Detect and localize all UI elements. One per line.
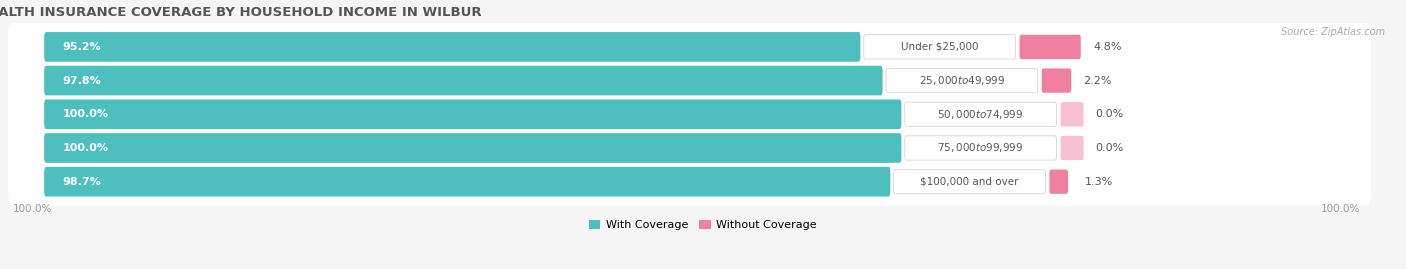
FancyBboxPatch shape bbox=[894, 169, 1046, 194]
FancyBboxPatch shape bbox=[44, 66, 883, 95]
FancyBboxPatch shape bbox=[8, 90, 1371, 138]
Text: $50,000 to $74,999: $50,000 to $74,999 bbox=[938, 108, 1024, 121]
Text: 0.0%: 0.0% bbox=[1095, 143, 1123, 153]
FancyBboxPatch shape bbox=[905, 102, 1056, 126]
FancyBboxPatch shape bbox=[1060, 102, 1084, 126]
Text: Under $25,000: Under $25,000 bbox=[901, 42, 979, 52]
FancyBboxPatch shape bbox=[44, 167, 890, 197]
Text: Source: ZipAtlas.com: Source: ZipAtlas.com bbox=[1281, 27, 1385, 37]
Text: 100.0%: 100.0% bbox=[62, 143, 108, 153]
FancyBboxPatch shape bbox=[1042, 68, 1071, 93]
Text: 100.0%: 100.0% bbox=[13, 204, 52, 214]
FancyBboxPatch shape bbox=[44, 100, 901, 129]
FancyBboxPatch shape bbox=[1049, 169, 1069, 194]
FancyBboxPatch shape bbox=[1060, 136, 1084, 160]
Text: 0.0%: 0.0% bbox=[1095, 109, 1123, 119]
Text: 100.0%: 100.0% bbox=[1320, 204, 1360, 214]
Text: 98.7%: 98.7% bbox=[62, 177, 101, 187]
Text: 95.2%: 95.2% bbox=[62, 42, 101, 52]
FancyBboxPatch shape bbox=[1019, 35, 1081, 59]
FancyBboxPatch shape bbox=[8, 57, 1371, 105]
FancyBboxPatch shape bbox=[8, 158, 1371, 206]
Text: $100,000 and over: $100,000 and over bbox=[921, 177, 1019, 187]
Text: 2.2%: 2.2% bbox=[1084, 76, 1112, 86]
Text: HEALTH INSURANCE COVERAGE BY HOUSEHOLD INCOME IN WILBUR: HEALTH INSURANCE COVERAGE BY HOUSEHOLD I… bbox=[0, 6, 481, 19]
FancyBboxPatch shape bbox=[905, 136, 1056, 160]
FancyBboxPatch shape bbox=[44, 133, 901, 163]
FancyBboxPatch shape bbox=[886, 68, 1038, 93]
FancyBboxPatch shape bbox=[863, 35, 1015, 59]
Text: $75,000 to $99,999: $75,000 to $99,999 bbox=[938, 141, 1024, 154]
Legend: With Coverage, Without Coverage: With Coverage, Without Coverage bbox=[585, 215, 821, 235]
FancyBboxPatch shape bbox=[8, 124, 1371, 172]
FancyBboxPatch shape bbox=[44, 32, 860, 62]
Text: $25,000 to $49,999: $25,000 to $49,999 bbox=[918, 74, 1005, 87]
Text: 1.3%: 1.3% bbox=[1084, 177, 1114, 187]
FancyBboxPatch shape bbox=[8, 23, 1371, 71]
Text: 100.0%: 100.0% bbox=[62, 109, 108, 119]
Text: 4.8%: 4.8% bbox=[1092, 42, 1122, 52]
Text: 97.8%: 97.8% bbox=[62, 76, 101, 86]
